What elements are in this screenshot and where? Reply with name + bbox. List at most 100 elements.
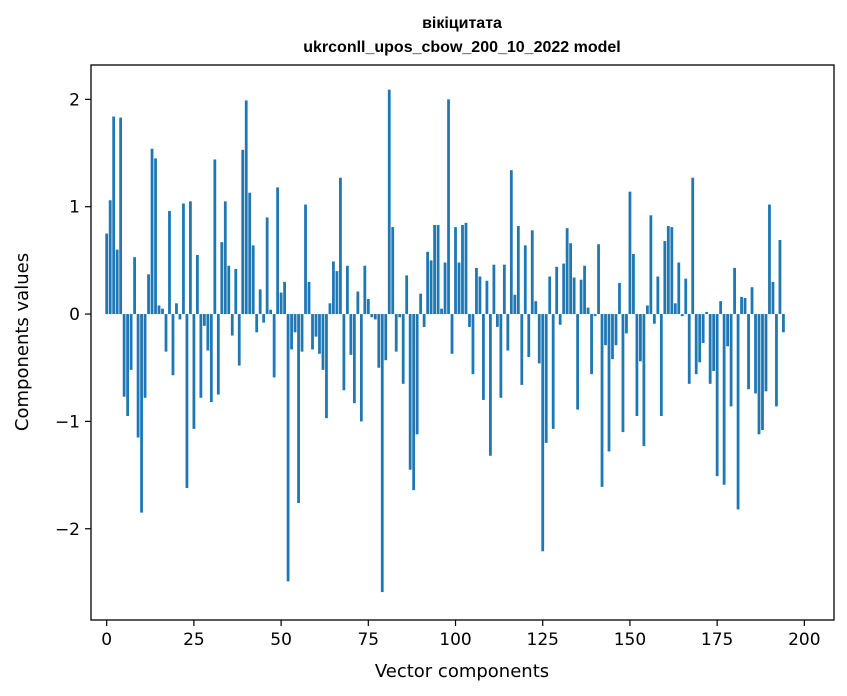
bar-component-124 [537, 314, 541, 364]
bar-component-91 [422, 314, 426, 327]
bar-component-134 [572, 277, 576, 315]
bar-component-160 [663, 241, 667, 315]
bar-component-101 [457, 262, 461, 315]
bar-component-78 [377, 314, 381, 368]
bar-component-68 [342, 314, 346, 391]
bar-component-135 [576, 314, 580, 410]
bar-component-121 [527, 314, 531, 357]
x-tick-label: 125 [527, 630, 559, 650]
bar-component-186 [754, 314, 757, 394]
x-tick-label: 200 [788, 630, 820, 650]
bar-component-83 [394, 314, 398, 352]
bar-component-167 [687, 314, 691, 384]
bar-component-146 [614, 314, 618, 346]
bar-component-90 [419, 293, 423, 315]
bar-component-5 [122, 314, 126, 397]
bar-component-130 [558, 314, 562, 325]
bar-component-12 [147, 274, 150, 315]
bar-component-188 [761, 314, 764, 430]
bar-component-71 [352, 314, 356, 404]
bar-component-149 [625, 314, 628, 334]
bar-component-17 [164, 314, 168, 352]
bar-component-169 [694, 314, 698, 375]
x-tick-label: 75 [357, 630, 379, 650]
bar-component-46 [265, 217, 269, 315]
bar-component-75 [366, 299, 370, 315]
bar-component-99 [450, 314, 454, 354]
bar-component-39 [241, 149, 245, 315]
bar-component-4 [119, 117, 123, 315]
y-tick-label: 2 [69, 90, 80, 110]
bar-component-22 [182, 203, 185, 315]
bar-component-77 [373, 314, 377, 320]
bar-component-166 [684, 278, 688, 315]
chart-title-line2: ukrconll_upos_cbow_200_10_2022 model [303, 39, 620, 56]
bar-component-25 [192, 314, 196, 429]
bar-component-180 [733, 267, 736, 315]
bar-component-26 [196, 255, 199, 315]
x-tick-label: 100 [439, 630, 471, 650]
bar-component-102 [461, 224, 464, 315]
bar-component-44 [258, 289, 262, 315]
bar-component-61 [318, 314, 321, 354]
bar-component-79 [380, 314, 384, 593]
bar-component-113 [499, 314, 503, 398]
bar-component-172 [705, 311, 709, 315]
bar-component-20 [175, 303, 178, 315]
bar-component-147 [618, 282, 621, 315]
bar-component-145 [611, 314, 614, 360]
bar-component-48 [272, 314, 276, 378]
bar-component-3 [115, 249, 119, 315]
bar-component-45 [262, 314, 266, 323]
bar-component-67 [339, 177, 342, 315]
bar-component-157 [652, 314, 656, 324]
y-tick-label: −1 [55, 412, 80, 432]
bar-component-38 [237, 314, 241, 366]
bar-component-194 [782, 314, 785, 333]
bar-component-175 [715, 314, 719, 477]
y-tick-label: 0 [69, 305, 80, 325]
bar-component-56 [300, 314, 304, 352]
bar-component-76 [370, 314, 374, 318]
bar-component-32 [216, 314, 220, 395]
bar-component-137 [583, 265, 586, 315]
bar-component-31 [213, 159, 217, 315]
x-axis-label: Vector components [375, 661, 549, 682]
bar-component-131 [562, 263, 566, 315]
bar-component-129 [555, 266, 559, 315]
bar-component-15 [157, 305, 161, 315]
bar-component-154 [642, 314, 646, 447]
bars-group [105, 89, 785, 593]
bar-component-182 [740, 296, 743, 315]
bar-component-36 [230, 314, 234, 336]
bar-component-122 [530, 230, 534, 315]
bar-component-41 [248, 192, 252, 315]
bar-component-59 [311, 314, 314, 350]
bar-component-156 [649, 215, 653, 315]
bar-component-123 [534, 301, 538, 315]
bar-component-117 [513, 294, 517, 315]
bar-component-192 [775, 314, 778, 407]
bar-component-10 [140, 314, 143, 513]
bar-component-11 [143, 314, 147, 398]
bar-component-80 [384, 314, 388, 361]
bar-component-136 [579, 279, 583, 315]
bar-component-162 [670, 227, 674, 315]
bar-component-116 [509, 170, 513, 315]
bar-component-70 [349, 314, 353, 355]
bar-component-115 [506, 314, 510, 351]
bar-component-58 [307, 281, 311, 315]
bar-component-163 [673, 303, 677, 315]
bar-component-109 [485, 280, 489, 315]
x-tick-label: 150 [614, 630, 646, 650]
bar-component-133 [569, 243, 573, 315]
bar-component-161 [666, 226, 670, 315]
bar-component-50 [279, 292, 283, 315]
x-tick-label: 50 [270, 630, 292, 650]
bar-component-0 [105, 233, 109, 315]
bar-component-128 [551, 314, 555, 429]
bar-component-89 [415, 314, 419, 435]
bar-component-28 [202, 314, 206, 326]
bar-component-153 [639, 314, 642, 362]
